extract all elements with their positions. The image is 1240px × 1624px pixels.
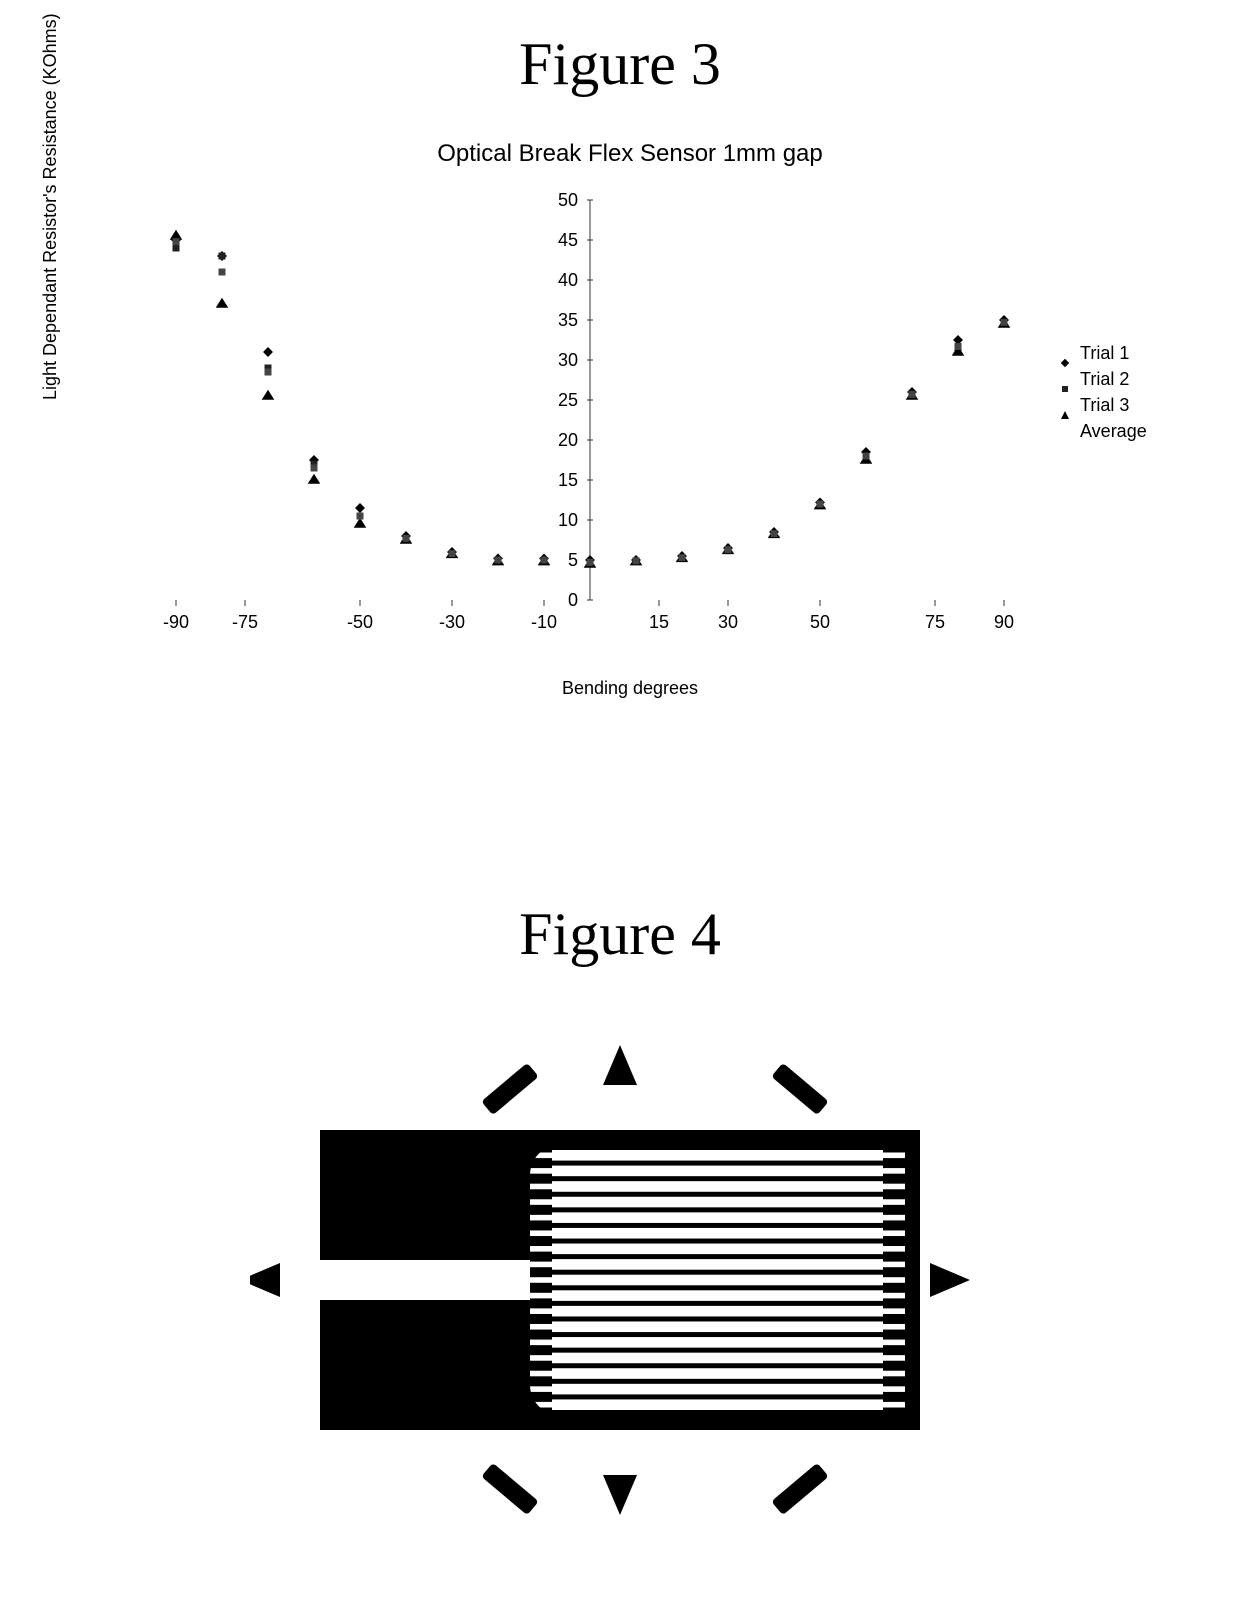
svg-text:35: 35 bbox=[558, 310, 578, 330]
chart-container: Optical Break Flex Sensor 1mm gap Light … bbox=[70, 140, 1190, 730]
svg-text:-90: -90 bbox=[163, 612, 189, 632]
svg-text:-50: -50 bbox=[347, 612, 373, 632]
chart-legend: Trial 1Trial 2Trial 3Average bbox=[1060, 340, 1190, 444]
svg-text:50: 50 bbox=[558, 190, 578, 210]
svg-text:10: 10 bbox=[558, 510, 578, 530]
legend-marker-icon bbox=[1060, 374, 1070, 384]
legend-item: Trial 2 bbox=[1060, 366, 1190, 392]
legend-item: Trial 3 bbox=[1060, 392, 1190, 418]
svg-text:75: 75 bbox=[925, 612, 945, 632]
chart-plot-area: 0 5 10 15 20 25 30 35 40 45 50 -90 -75 -50 -30 -10 15 30 5… bbox=[130, 190, 1050, 640]
chart-title: Optical Break Flex Sensor 1mm gap bbox=[70, 140, 1190, 168]
chart-xlabel: Bending degrees bbox=[70, 678, 1190, 699]
legend-label: Trial 2 bbox=[1080, 365, 1129, 394]
legend-marker-icon bbox=[1060, 348, 1070, 358]
svg-text:15: 15 bbox=[649, 612, 669, 632]
svg-text:-75: -75 bbox=[232, 612, 258, 632]
svg-text:90: 90 bbox=[994, 612, 1014, 632]
svg-text:50: 50 bbox=[810, 612, 830, 632]
chart-ylabel: Light Dependant Resistor's Resistance (K… bbox=[40, 13, 61, 400]
svg-text:-30: -30 bbox=[439, 612, 465, 632]
sensor-diagram-svg bbox=[250, 1010, 990, 1570]
page: Figure 3 Optical Break Flex Sensor 1mm g… bbox=[0, 0, 1240, 1624]
svg-text:-10: -10 bbox=[531, 612, 557, 632]
svg-text:5: 5 bbox=[568, 550, 578, 570]
chart-svg: 0 5 10 15 20 25 30 35 40 45 50 -90 -75 -50 -30 -10 15 30 5… bbox=[130, 190, 1050, 640]
legend-item: Trial 1 bbox=[1060, 340, 1190, 366]
svg-text:45: 45 bbox=[558, 230, 578, 250]
legend-label: Average bbox=[1080, 417, 1147, 446]
legend-label: Trial 1 bbox=[1080, 339, 1129, 368]
svg-text:15: 15 bbox=[558, 470, 578, 490]
svg-text:30: 30 bbox=[718, 612, 738, 632]
legend-marker-icon bbox=[1060, 426, 1070, 436]
figure3-title: Figure 3 bbox=[0, 30, 1240, 99]
sensor-diagram bbox=[250, 1010, 990, 1570]
legend-item: Average bbox=[1060, 418, 1190, 444]
legend-marker-icon bbox=[1060, 400, 1070, 410]
svg-text:25: 25 bbox=[558, 390, 578, 410]
svg-text:0: 0 bbox=[568, 590, 578, 610]
svg-text:30: 30 bbox=[558, 350, 578, 370]
figure4-title: Figure 4 bbox=[0, 900, 1240, 969]
legend-label: Trial 3 bbox=[1080, 391, 1129, 420]
svg-text:40: 40 bbox=[558, 270, 578, 290]
svg-text:20: 20 bbox=[558, 430, 578, 450]
